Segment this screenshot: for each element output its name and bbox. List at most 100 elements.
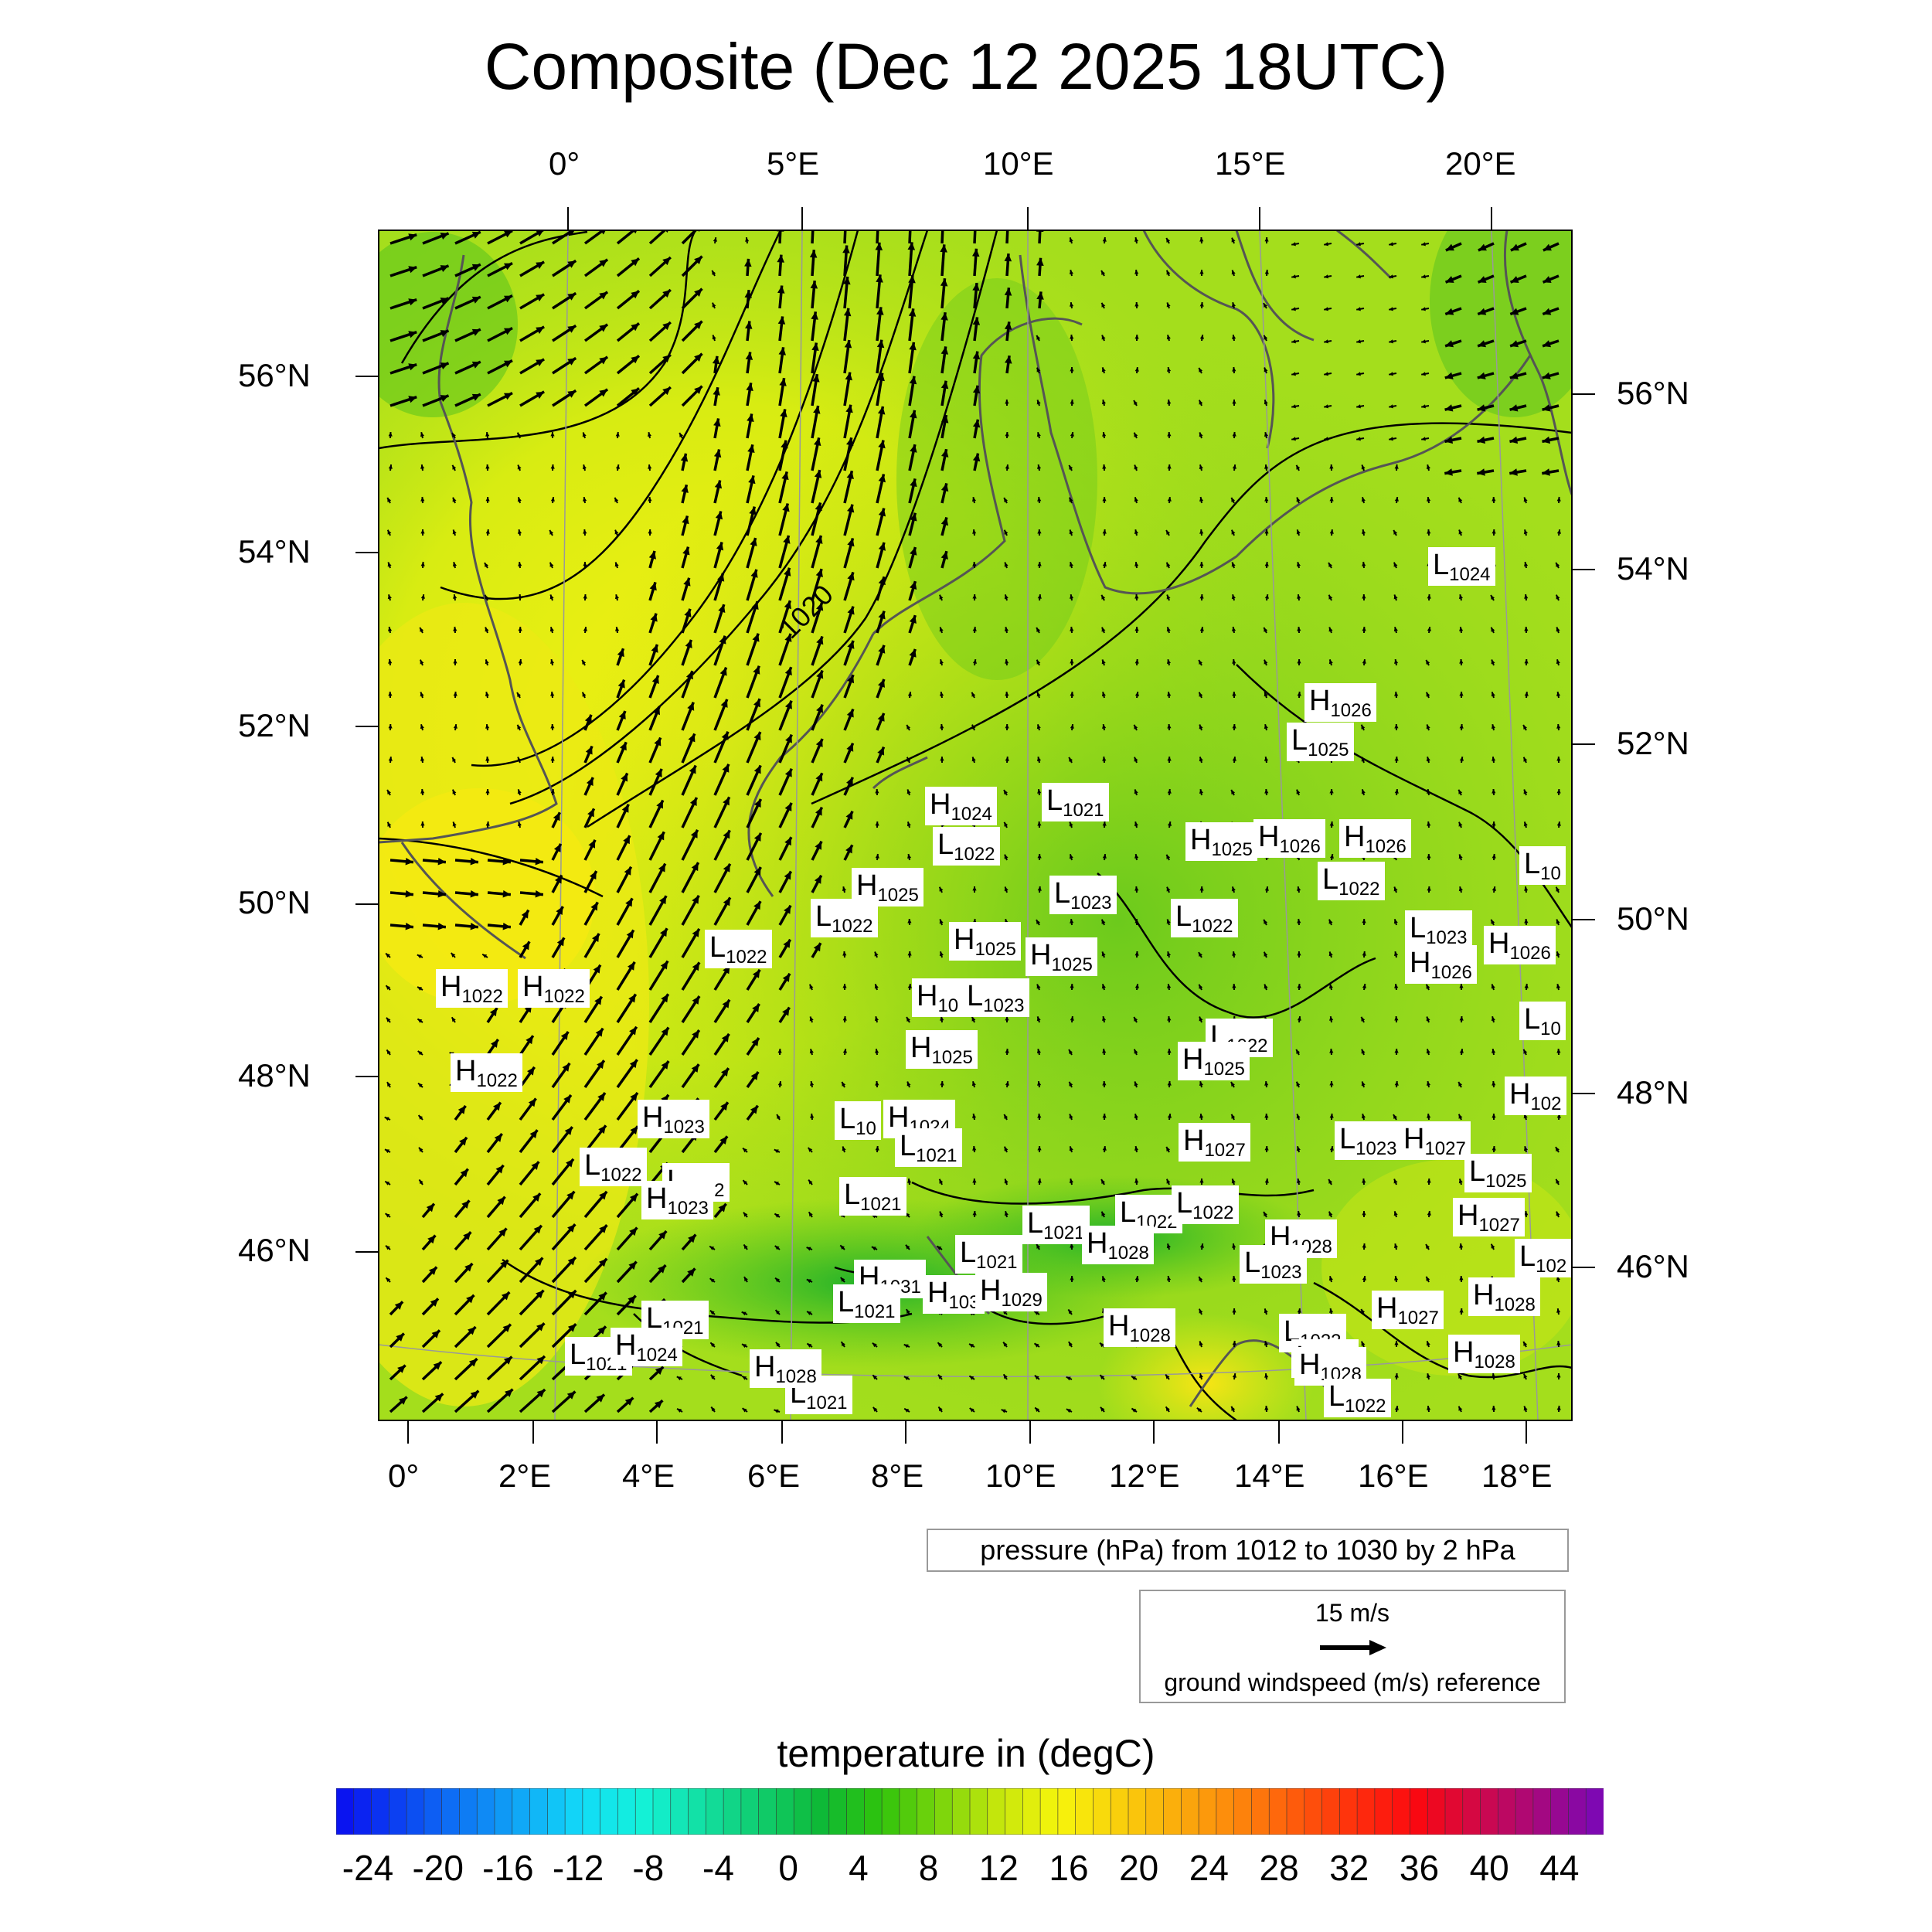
wind-arrow-head xyxy=(774,1213,780,1218)
colorbar-swatch xyxy=(776,1788,795,1835)
colorbar-swatch xyxy=(1356,1788,1376,1835)
pressure-center-label: L1021 xyxy=(839,1177,906,1216)
wind-arrow-head xyxy=(750,1072,759,1080)
wind-arrow-head xyxy=(809,984,814,989)
wind-arrow-head xyxy=(810,281,818,289)
wind-arrow-head xyxy=(716,542,724,551)
wind-arrow-head xyxy=(1458,529,1463,535)
wind-arrow-head xyxy=(599,389,608,397)
wind-arrow-head xyxy=(1458,1081,1463,1087)
wind-arrow-head xyxy=(471,393,481,401)
wind-arrow-head xyxy=(1523,1146,1528,1151)
wind-arrow-head xyxy=(1444,436,1454,444)
wind-arrow-head xyxy=(518,562,522,566)
wind-arrow-head xyxy=(1492,529,1496,534)
wind-arrow-head xyxy=(1524,919,1529,923)
wind-arrow-head xyxy=(628,1295,636,1304)
wind-arrow-head xyxy=(1166,627,1171,632)
wind-arrow-head xyxy=(1492,821,1496,826)
wind-arrow-head xyxy=(809,1049,814,1054)
wind-arrow-head xyxy=(420,464,425,469)
wind-arrow-head xyxy=(1036,291,1044,300)
wind-arrow-head xyxy=(878,645,886,654)
wind-arrow-head xyxy=(661,1027,669,1036)
wind-arrow-head xyxy=(1264,400,1268,405)
pressure-center-label: L1025 xyxy=(1464,1154,1532,1192)
wind-arrow-head xyxy=(1492,757,1496,761)
wind-arrow-head xyxy=(1426,1276,1430,1281)
wind-arrow-head xyxy=(1166,530,1170,535)
wind-arrow-head xyxy=(1296,1049,1301,1054)
wind-arrow-head xyxy=(583,529,587,534)
wind-arrow-head xyxy=(721,1068,729,1077)
wind-arrow-head xyxy=(1166,562,1171,567)
wind-arrow-head xyxy=(440,330,449,337)
wind-arrow-head xyxy=(1523,1373,1528,1379)
wind-arrow-head xyxy=(1167,1114,1172,1118)
wind-arrow-head xyxy=(1199,1341,1203,1346)
wind-arrow-head xyxy=(471,231,481,239)
wind-arrow-head xyxy=(751,1038,759,1046)
wind-arrow-head xyxy=(387,790,391,794)
wind-arrow-head xyxy=(1131,1408,1137,1413)
colorbar-tick-label: 24 xyxy=(1189,1848,1229,1888)
wind-arrow-head xyxy=(1362,594,1366,599)
wind-arrow-head xyxy=(658,1265,666,1274)
wind-arrow xyxy=(973,230,977,244)
wind-arrow-head xyxy=(1134,302,1139,307)
wind-arrow-head xyxy=(1199,302,1204,307)
pressure-center-label: L102 xyxy=(1515,1239,1572,1277)
wind-arrow-head xyxy=(420,627,424,632)
wind-arrow-head xyxy=(907,242,916,250)
wind-arrow-head xyxy=(1134,1179,1139,1183)
wind-arrow-head xyxy=(718,1203,726,1213)
wind-arrow-head xyxy=(1389,274,1393,279)
wind-arrow-head xyxy=(940,415,949,423)
wind-arrow-head xyxy=(1491,692,1495,697)
wind-arrow-head xyxy=(1427,1114,1431,1118)
pressure-center-label: H1022 xyxy=(451,1053,522,1092)
map-title: Composite (Dec 12 2025 18UTC) xyxy=(484,30,1448,103)
wind-arrow-head xyxy=(939,919,944,924)
wind-arrow-head xyxy=(452,529,457,535)
wind-arrow-head xyxy=(815,841,822,850)
wind-arrow-head xyxy=(1445,276,1454,283)
colorbar-swatch xyxy=(494,1788,513,1835)
wind-arrow-head xyxy=(500,1260,509,1269)
wind-arrow-head xyxy=(408,331,417,338)
colorbar-swatch xyxy=(529,1788,549,1835)
wind-arrow-head xyxy=(1167,1276,1172,1281)
wind-arrow-head xyxy=(1362,919,1366,923)
wind-arrow-head xyxy=(1004,886,1009,892)
wind-arrow-head xyxy=(659,896,667,905)
top-tick-label: 20°E xyxy=(1445,145,1516,182)
wind-arrow-head xyxy=(463,1232,471,1240)
wind-arrow-head xyxy=(1510,340,1519,348)
wind-arrow-head xyxy=(1478,308,1487,315)
wind-arrow-head xyxy=(907,984,912,988)
wind-arrow-head xyxy=(1324,339,1328,344)
wind-arrow-head xyxy=(846,709,854,718)
wind-arrow-head xyxy=(784,600,791,610)
wind-arrow-head xyxy=(972,1179,977,1183)
wind-arrow-head xyxy=(388,432,393,437)
wind-arrow-head xyxy=(385,1149,389,1154)
wind-arrow-head xyxy=(1070,627,1074,631)
wind-arrow-head xyxy=(614,562,619,567)
wind-arrow-head xyxy=(1199,660,1202,665)
wind-arrow-head xyxy=(872,1375,877,1379)
wind-arrow-head xyxy=(1491,1243,1495,1249)
wind-arrow-head xyxy=(845,372,852,381)
wind-arrow-head xyxy=(877,713,885,722)
wind-arrow-head xyxy=(689,798,697,806)
wind-arrow-head xyxy=(563,1094,571,1104)
wind-arrow-head xyxy=(781,471,789,481)
wind-arrow-head xyxy=(1427,529,1431,534)
wind-arrow-head xyxy=(1328,1211,1333,1216)
wind-arrow-head xyxy=(566,1191,575,1200)
colorbar-swatch xyxy=(706,1788,725,1835)
wind-arrow-head xyxy=(972,317,981,325)
wind-arrow-head xyxy=(1427,886,1431,891)
wind-arrow-head xyxy=(720,699,728,708)
wind-arrow-head xyxy=(1134,237,1139,242)
